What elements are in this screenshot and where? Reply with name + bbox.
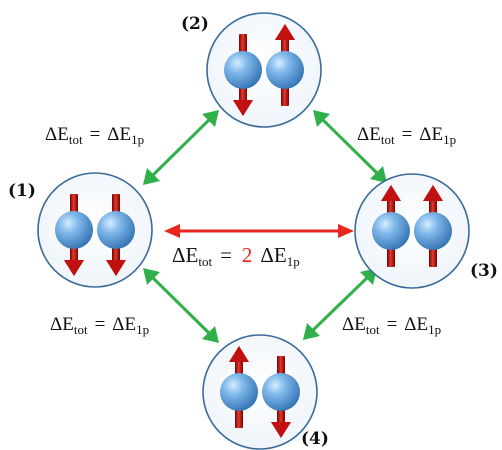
state-circle-3: [354, 173, 470, 289]
arrow-1-4-head-a: [143, 268, 160, 285]
equation-4-3: ΔEtot = ΔE1p: [342, 314, 441, 337]
arrow-2-3: [318, 115, 382, 178]
state-outline: [354, 173, 470, 289]
state-label-2: (2): [181, 14, 209, 34]
state-label-3: (3): [470, 261, 498, 281]
arrow-2-3-head-a: [313, 110, 330, 127]
equation-1-2: ΔEtot = ΔE1p: [45, 124, 144, 147]
arrow-1-2: [148, 115, 214, 180]
state-label-4: (4): [301, 429, 329, 449]
particle-sphere: [266, 51, 304, 89]
state-outline: [206, 12, 322, 128]
equation-2-3: ΔEtot = ΔE1p: [357, 124, 456, 147]
particle-sphere: [220, 373, 258, 411]
arrow-1-4: [148, 273, 214, 338]
particle-sphere: [97, 211, 135, 249]
arrow-1-2-head-b: [202, 110, 219, 127]
arrow-4-3-head-a: [303, 323, 320, 340]
arrow-4-3: [308, 273, 372, 335]
arrow-1-3-head-b: [338, 224, 354, 238]
factor-two: 2: [242, 243, 253, 267]
arrow-1-3-head-a: [164, 224, 180, 238]
state-circle-2: [206, 12, 322, 128]
arrow-1-2-head-a: [143, 168, 160, 185]
state-circle-4: [202, 334, 318, 450]
particle-sphere: [224, 51, 262, 89]
particle-sphere: [55, 211, 93, 249]
state-label-1: (1): [8, 181, 36, 201]
arrow-1-4-head-b: [202, 326, 219, 343]
state-circle-1: [37, 172, 153, 288]
state-outline: [202, 334, 318, 450]
particle-sphere: [262, 373, 300, 411]
equation-1-3: ΔEtot = 2 ΔE1p: [172, 243, 300, 269]
equation-1-4: ΔEtot = ΔE1p: [50, 314, 149, 337]
arrow-2-3-head-b: [370, 166, 387, 183]
state-outline: [37, 172, 153, 288]
particle-sphere: [372, 212, 410, 250]
particle-sphere: [414, 212, 452, 250]
